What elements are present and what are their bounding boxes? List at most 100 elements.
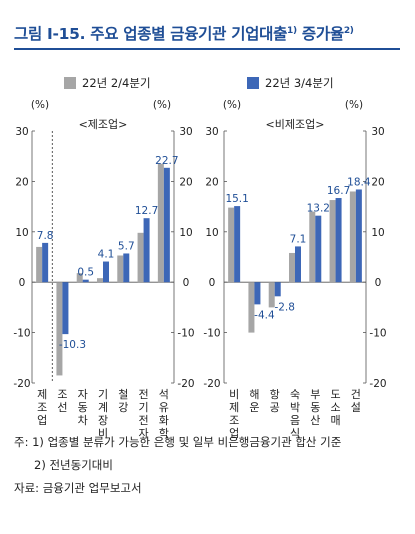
category-label-0-3-char-3: 비 xyxy=(98,427,108,440)
category-label-0-2-char-2: 차 xyxy=(78,414,88,427)
category-label-0-3-char-2: 장 xyxy=(98,414,108,427)
category-label-1-3-char-2: 음 xyxy=(290,414,300,427)
bar-1-s2-2 xyxy=(274,282,281,297)
bar-0-s1-5 xyxy=(137,232,144,283)
category-label-0-0-char-2: 업 xyxy=(37,414,47,427)
category-label-0-6-char-3: 학 xyxy=(159,427,169,440)
bar-1-s1-5 xyxy=(329,200,336,283)
data-label-1-3: 7.1 xyxy=(290,233,307,245)
bar-0-s1-6 xyxy=(157,163,164,283)
y-tick-label-right-1-4: -10 xyxy=(369,328,386,340)
y-tick-label-left-0-1: 20 xyxy=(15,176,28,188)
data-label-1-0: 15.1 xyxy=(225,193,248,205)
footnote-1: 주: 1) 업종별 분류가 가능한 은행 및 일부 비은행금융기관 합산 기준 xyxy=(14,435,342,449)
data-label-0-1: -10.3 xyxy=(59,339,86,351)
category-label-0-5-char-0: 전 xyxy=(139,388,149,401)
y-unit-label-left-0: (%) xyxy=(31,99,49,111)
legend-label-series-1: 22년 2/4분기 xyxy=(82,76,151,90)
bar-1-s2-0 xyxy=(234,206,241,283)
category-label-0-6-char-1: 유 xyxy=(159,401,169,414)
category-label-1-4-char-0: 부 xyxy=(310,388,320,401)
y-tick-label-right-1-0: 30 xyxy=(371,126,384,138)
bar-1-s1-3 xyxy=(289,252,295,283)
data-label-0-2: 0.5 xyxy=(77,267,94,279)
y-unit-label-right-0: (%) xyxy=(153,99,171,111)
title-main: 그림 Ⅰ-15. 주요 업종별 금융기관 기업대출 xyxy=(14,25,288,43)
category-label-0-0-char-0: 제 xyxy=(37,388,47,401)
bar-0-s1-0 xyxy=(36,246,43,283)
y-tick-label-left-1-4: -10 xyxy=(203,328,220,340)
bar-0-s1-3 xyxy=(97,278,103,283)
category-label-0-0-char-1: 조 xyxy=(37,401,47,414)
data-label-1-5: 16.7 xyxy=(327,185,350,197)
category-label-1-6-char-0: 건 xyxy=(351,388,361,401)
category-label-1-5-char-0: 도 xyxy=(331,388,341,401)
y-tick-label-left-1-5: -20 xyxy=(203,378,220,390)
category-label-0-2-char-1: 동 xyxy=(78,401,88,414)
category-label-0-4-char-1: 강 xyxy=(118,401,128,414)
y-tick-label-right-1-5: -20 xyxy=(369,378,386,390)
data-label-0-5: 12.7 xyxy=(135,205,158,217)
category-label-1-1-char-1: 운 xyxy=(249,401,259,414)
title-footnote-1: 1) xyxy=(287,25,297,36)
chart-title: 그림 Ⅰ-15. 주요 업종별 금융기관 기업대출1) 증가율2) xyxy=(14,22,354,44)
bar-0-s2-0 xyxy=(42,242,49,283)
y-tick-label-right-0-3: 0 xyxy=(183,277,190,289)
title-underline xyxy=(14,48,400,50)
y-tick-label-left-0-3: 0 xyxy=(19,277,26,289)
y-tick-label-right-1-3: 0 xyxy=(375,277,382,289)
bar-0-s1-2 xyxy=(76,273,83,283)
y-tick-label-right-0-1: 20 xyxy=(179,176,192,188)
y-tick-label-right-1-1: 20 xyxy=(371,176,384,188)
y-tick-label-left-0-0: 30 xyxy=(15,126,28,138)
y-tick-label-left-1-2: 10 xyxy=(205,227,218,239)
bar-1-s1-0 xyxy=(228,207,235,283)
category-label-1-0-char-1: 제 xyxy=(229,401,239,414)
bar-1-s2-5 xyxy=(335,198,342,283)
bar-0-s2-1 xyxy=(62,282,69,335)
legend-swatch-series-1 xyxy=(64,77,76,89)
panel-label-0: <제조업> xyxy=(79,118,128,131)
category-label-1-2-char-0: 항 xyxy=(270,388,280,401)
y-tick-label-left-1-0: 30 xyxy=(205,126,218,138)
category-label-1-3-char-3: 식 xyxy=(290,427,300,440)
category-label-0-6-char-2: 화 xyxy=(159,414,169,427)
category-label-0-6-char-0: 석 xyxy=(159,388,169,401)
legend-item-series-2: 22년 3/4분기 xyxy=(247,75,334,91)
data-label-0-0: 7.8 xyxy=(37,230,54,242)
category-label-1-3-char-0: 숙 xyxy=(290,388,300,401)
category-label-0-1-char-1: 선 xyxy=(57,401,67,414)
category-label-1-2-char-1: 공 xyxy=(270,401,280,414)
bar-0-s1-1 xyxy=(56,282,63,376)
legend-item-series-1: 22년 2/4분기 xyxy=(64,75,151,91)
title-footnote-2: 2) xyxy=(343,25,354,36)
bar-1-s1-4 xyxy=(309,211,316,283)
bar-1-s2-3 xyxy=(295,246,301,283)
y-tick-label-right-0-5: -20 xyxy=(177,378,194,390)
bar-0-s2-5 xyxy=(143,218,150,283)
category-label-1-6-char-1: 설 xyxy=(351,401,361,414)
y-tick-label-left-0-4: -10 xyxy=(13,328,30,340)
data-label-1-4: 13.2 xyxy=(307,203,330,215)
y-tick-label-left-0-2: 10 xyxy=(15,227,28,239)
bar-0-s1-4 xyxy=(117,255,124,283)
data-label-0-3: 4.1 xyxy=(98,249,115,261)
bar-1-s1-1 xyxy=(248,282,255,333)
category-label-0-5-char-2: 전 xyxy=(139,414,149,427)
category-label-1-0-char-3: 업 xyxy=(229,427,239,440)
category-label-0-3-char-1: 계 xyxy=(98,401,108,414)
category-label-0-3-char-0: 기 xyxy=(98,388,108,401)
data-label-1-2: -2.8 xyxy=(274,301,295,313)
data-label-0-4: 5.7 xyxy=(118,240,135,252)
legend-swatch-series-2 xyxy=(247,77,259,89)
category-label-1-3-char-1: 박 xyxy=(290,401,300,414)
category-label-0-2-char-0: 자 xyxy=(78,388,88,401)
category-label-0-4-char-0: 철 xyxy=(118,388,128,401)
category-label-1-1-char-0: 해 xyxy=(249,387,259,401)
y-tick-label-right-0-2: 10 xyxy=(179,227,192,239)
bar-1-s2-1 xyxy=(254,282,261,305)
category-label-0-5-char-3: 자 xyxy=(139,427,149,440)
bar-0-s2-3 xyxy=(103,261,109,283)
bar-0-s2-4 xyxy=(123,253,130,283)
